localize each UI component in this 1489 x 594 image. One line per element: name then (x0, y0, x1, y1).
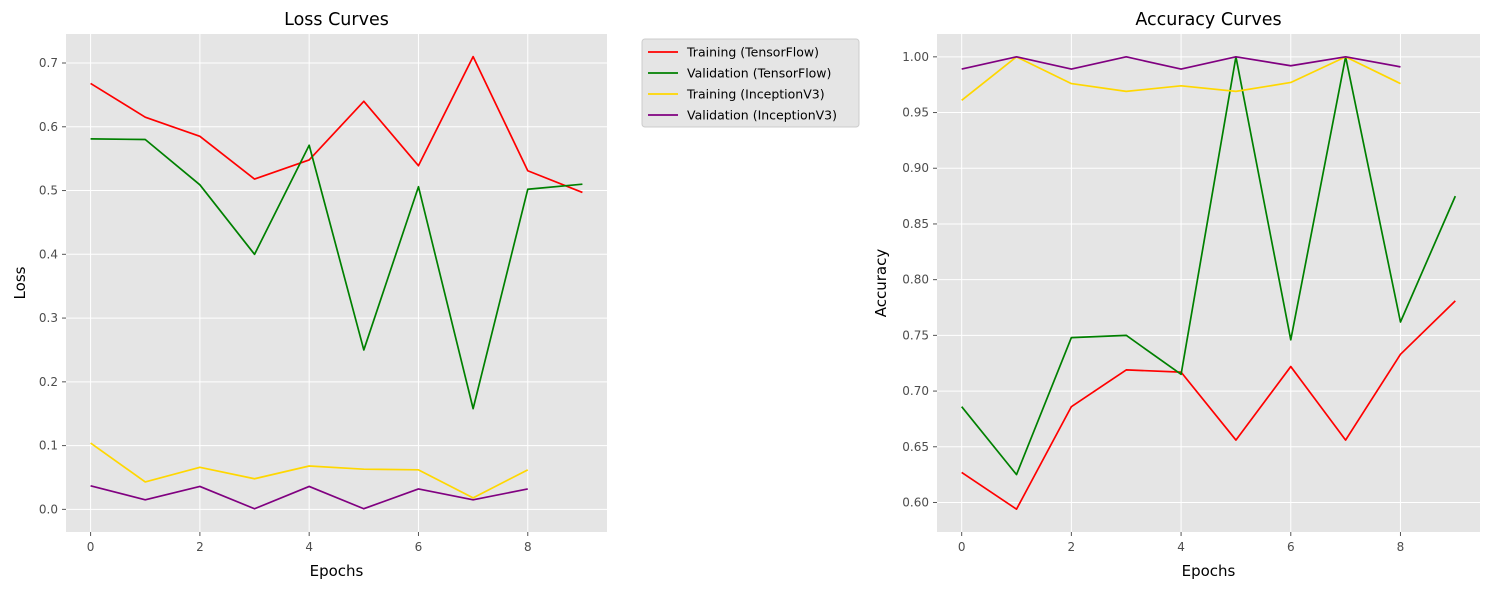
loss-x-tick-label: 6 (415, 540, 423, 554)
accuracy-y-tick-label: 0.70 (902, 384, 929, 398)
loss-y-tick-label: 0.4 (39, 247, 58, 261)
accuracy-grid (937, 34, 1480, 532)
legend-label: Validation (TensorFlow) (687, 66, 831, 81)
accuracy-plot-area (937, 34, 1480, 532)
accuracy-x-tick-label: 2 (1068, 540, 1076, 554)
loss-series-validation-tensorflow (90, 138, 583, 410)
loss-y-tick-label: 0.5 (39, 184, 58, 198)
accuracy-x-axis-label: Epochs (1182, 562, 1236, 580)
accuracy-x-ticks: 0 2 4 6 8 (958, 532, 1404, 554)
loss-x-axis-label: Epochs (310, 562, 364, 580)
loss-y-axis-label: Loss (11, 266, 29, 299)
loss-y-tick-label: 0.1 (39, 439, 58, 453)
loss-series-training-tensorflow (90, 55, 583, 194)
loss-plot-area (66, 34, 607, 532)
accuracy-series-lines (961, 55, 1457, 511)
legend-label: Training (TensorFlow) (686, 45, 819, 60)
accuracy-chart-title: Accuracy Curves (1135, 10, 1281, 30)
accuracy-series-training-tensorflow (961, 300, 1456, 511)
accuracy-x-tick-label: 0 (958, 540, 966, 554)
accuracy-series-validation-tensorflow (961, 55, 1457, 476)
loss-y-tick-label: 0.6 (39, 120, 58, 134)
loss-x-ticks: 0 2 4 6 8 (87, 532, 532, 554)
accuracy-y-ticks: 0.60 0.65 0.70 0.75 0.80 0.85 0.90 0.95 1.00 (902, 50, 937, 509)
loss-chart-panel: 0 2 4 6 8 0.0 0.1 0.2 0.3 0.4 0.5 0.6 0.7 Loss Curv… (11, 10, 607, 580)
accuracy-y-tick-label: 0.90 (902, 161, 929, 175)
legend-frame (641, 38, 860, 128)
accuracy-y-tick-label: 0.80 (902, 273, 929, 287)
accuracy-series-training-inceptionv3 (961, 55, 1401, 101)
loss-series-lines (90, 55, 583, 510)
loss-x-tick-label: 4 (305, 540, 313, 554)
accuracy-y-tick-label: 0.60 (902, 495, 929, 509)
accuracy-x-tick-label: 4 (1177, 540, 1185, 554)
loss-series-validation-inceptionv3 (90, 484, 528, 510)
loss-x-tick-label: 0 (87, 540, 95, 554)
accuracy-y-tick-label: 0.85 (902, 217, 929, 231)
loss-y-tick-label: 0.3 (39, 311, 58, 325)
accuracy-y-tick-label: 0.65 (902, 440, 929, 454)
accuracy-chart-panel: 0 2 4 6 8 0.60 0.65 0.70 0.75 0.80 0.85 0.90 0.95 1.… (872, 10, 1480, 580)
legend-label: Training (InceptionV3) (686, 87, 825, 102)
accuracy-y-tick-label: 0.95 (902, 106, 929, 120)
loss-chart-title: Loss Curves (284, 10, 389, 30)
accuracy-y-tick-label: 0.75 (902, 328, 929, 342)
accuracy-x-tick-label: 6 (1287, 540, 1295, 554)
legend: Training (TensorFlow) Validation (TensorF… (641, 38, 860, 128)
legend-items: Training (TensorFlow) Validation (TensorF… (648, 45, 837, 123)
loss-y-tick-label: 0.0 (39, 502, 58, 516)
accuracy-y-axis-label: Accuracy (872, 249, 890, 318)
legend-label: Validation (InceptionV3) (687, 108, 837, 123)
loss-x-tick-label: 2 (196, 540, 204, 554)
accuracy-y-tick-label: 1.00 (902, 50, 929, 64)
loss-x-tick-label: 8 (524, 540, 532, 554)
accuracy-x-tick-label: 8 (1397, 540, 1405, 554)
loss-grid (66, 34, 607, 532)
loss-series-training-inceptionv3 (90, 442, 529, 499)
loss-y-tick-label: 0.2 (39, 375, 58, 389)
loss-y-tick-label: 0.7 (39, 56, 58, 70)
loss-y-ticks: 0.0 0.1 0.2 0.3 0.4 0.5 0.6 0.7 (39, 56, 66, 516)
accuracy-series-validation-inceptionv3 (961, 55, 1401, 70)
